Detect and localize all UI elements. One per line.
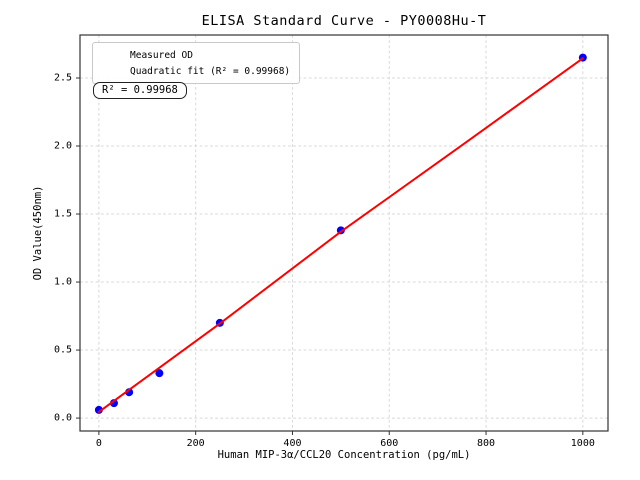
legend-label-quadratic-fit: Quadratic fit (R² = 0.99968) [130, 65, 291, 77]
legend-entry-measured-od: Measured OD [98, 47, 290, 63]
y-tick-label: 1.0 [53, 276, 72, 288]
data-point [155, 369, 164, 378]
legend-handle [98, 51, 130, 59]
y-tick-label: 0.0 [53, 412, 72, 424]
legend-entry-quadratic-fit: Quadratic fit (R² = 0.99968) [98, 63, 290, 79]
quadratic-fit-line-icon [101, 70, 128, 73]
data-point [94, 405, 103, 414]
legend-handle [98, 70, 130, 73]
y-axis-label: OD Value(450nm) [32, 185, 44, 281]
x-tick-label: 400 [283, 438, 302, 449]
chart-title: ELISA Standard Curve - PY0008Hu-T [201, 13, 487, 29]
y-tick-label: 2.0 [53, 140, 72, 152]
x-axis-label: Human MIP-3α/CCL20 Concentration (pg/mL) [217, 449, 471, 461]
r-squared-annotation: R² = 0.99968 [93, 82, 187, 99]
measured-od-marker-icon [110, 51, 118, 59]
plot-border [79, 34, 609, 432]
fit-line [97, 57, 584, 413]
data-point [109, 399, 118, 408]
x-tick-label: 200 [186, 438, 205, 449]
x-tick-label: 0 [95, 438, 102, 449]
y-tick-label: 1.5 [53, 208, 72, 220]
legend: Measured OD Quadratic fit (R² = 0.99968) [92, 42, 301, 84]
x-tick-label: 600 [380, 438, 399, 449]
y-tick-label: 2.5 [53, 72, 72, 84]
x-tick-label: 800 [477, 438, 496, 449]
y-tick-label: 0.5 [53, 344, 72, 356]
legend-label-measured-od: Measured OD [130, 49, 193, 61]
x-tick-label: 1000 [570, 438, 595, 449]
